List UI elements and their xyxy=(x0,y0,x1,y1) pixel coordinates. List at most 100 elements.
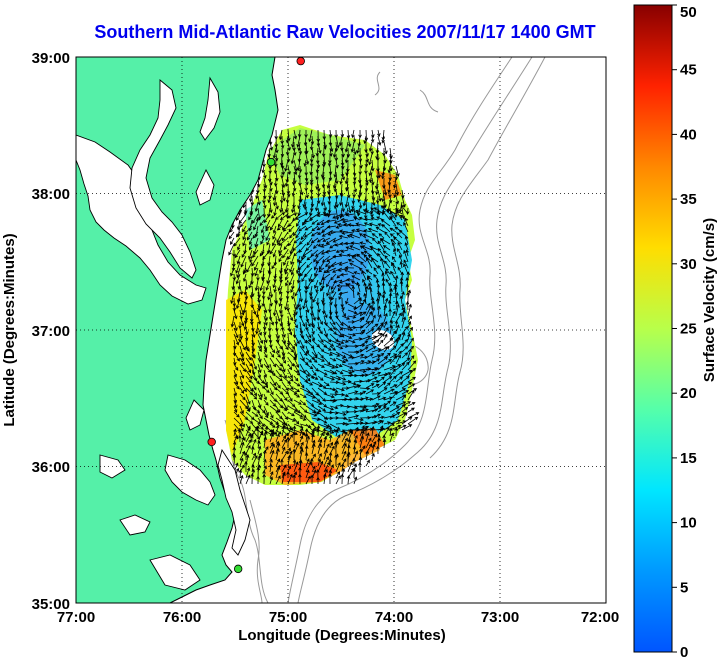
velocity-arrow xyxy=(317,345,325,353)
velocity-arrow xyxy=(330,273,337,281)
velocity-arrow xyxy=(257,303,261,312)
velocity-arrow xyxy=(344,141,349,153)
velocity-arrow xyxy=(262,207,267,219)
velocity-arrow xyxy=(363,222,373,227)
velocity-arrow xyxy=(257,357,263,369)
velocity-arrow xyxy=(395,333,402,341)
velocity-arrow xyxy=(291,177,296,186)
velocity-arrow xyxy=(395,342,404,353)
velocity-arrow xyxy=(295,219,301,227)
velocity-arrow xyxy=(292,459,297,467)
velocity-arrow xyxy=(298,255,307,264)
velocity-arrow xyxy=(245,429,254,437)
velocity-arrow xyxy=(352,457,356,467)
velocity-arrow xyxy=(232,303,237,312)
velocity-arrow xyxy=(299,448,304,461)
velocity-arrow xyxy=(281,189,286,202)
velocity-arrow xyxy=(235,273,241,285)
velocity-arrow xyxy=(259,249,265,257)
velocity-arrow xyxy=(234,249,241,259)
velocity-arrow xyxy=(329,315,336,326)
velocity-arrow xyxy=(241,249,247,258)
velocity-arrow xyxy=(239,339,246,351)
velocity-arrow xyxy=(368,171,373,184)
velocity-arrow xyxy=(390,270,397,281)
velocity-arrow xyxy=(340,473,345,485)
velocity-arrow xyxy=(304,445,309,455)
velocity-arrow xyxy=(263,393,267,401)
velocity-arrow xyxy=(341,315,351,320)
velocity-arrow xyxy=(335,397,348,402)
velocity-arrow xyxy=(233,351,240,362)
velocity-arrow xyxy=(320,219,331,225)
velocity-arrow xyxy=(335,434,341,443)
velocity-arrow xyxy=(251,357,257,370)
velocity-arrow xyxy=(371,433,378,443)
velocity-arrow xyxy=(242,237,247,247)
velocity-arrow xyxy=(313,243,319,249)
velocity-arrow xyxy=(365,383,375,389)
velocity-arrow xyxy=(401,406,409,413)
velocity-arrow xyxy=(341,386,350,390)
velocity-arrow xyxy=(257,430,264,443)
velocity-arrow xyxy=(341,363,354,369)
velocity-arrow xyxy=(340,249,349,253)
velocity-arrow xyxy=(287,369,293,379)
velocity-arrow xyxy=(316,213,325,217)
velocity-arrow xyxy=(316,219,325,226)
velocity-arrow xyxy=(244,452,248,461)
velocity-arrow xyxy=(328,451,333,461)
velocity-arrow xyxy=(389,384,398,389)
velocity-arrow xyxy=(296,297,301,309)
velocity-arrow xyxy=(329,141,334,153)
radar-station-marker xyxy=(296,57,305,66)
velocity-arrow xyxy=(371,367,380,371)
velocity-arrow xyxy=(275,475,281,485)
velocity-arrow xyxy=(389,339,399,347)
velocity-arrow xyxy=(365,310,372,323)
velocity-arrow xyxy=(261,273,265,282)
velocity-arrow xyxy=(347,381,357,386)
velocity-arrow xyxy=(351,201,355,210)
velocity-arrow xyxy=(317,363,325,368)
velocity-arrow xyxy=(239,285,244,296)
velocity-arrow xyxy=(375,195,380,204)
velocity-arrow xyxy=(242,267,247,275)
velocity-arrow xyxy=(263,201,267,209)
velocity-arrow xyxy=(363,229,373,233)
velocity-arrow xyxy=(349,245,361,251)
velocity-arrow xyxy=(262,473,266,485)
velocity-arrow xyxy=(305,363,314,370)
velocity-arrow xyxy=(292,147,297,156)
velocity-arrow xyxy=(364,217,373,222)
velocity-arrow xyxy=(365,397,374,402)
velocity-arrow xyxy=(304,433,309,443)
velocity-arrow xyxy=(293,381,301,387)
velocity-arrow xyxy=(389,345,397,353)
velocity-arrow xyxy=(309,291,314,301)
velocity-arrow xyxy=(389,159,393,172)
velocity-arrow xyxy=(341,369,353,375)
velocity-arrow xyxy=(329,345,337,351)
velocity-arrow xyxy=(299,429,306,436)
velocity-arrow xyxy=(335,471,341,479)
velocity-arrow xyxy=(335,315,344,327)
velocity-arrow xyxy=(275,405,281,413)
velocity-arrow xyxy=(239,363,247,373)
velocity-arrow xyxy=(389,355,398,365)
velocity-arrow xyxy=(250,472,254,485)
velocity-arrow xyxy=(400,204,409,215)
velocity-arrow xyxy=(385,270,391,281)
velocity-arrow xyxy=(305,458,310,467)
velocity-arrow xyxy=(393,285,398,299)
velocity-arrow xyxy=(242,225,247,233)
velocity-arrow xyxy=(395,412,407,419)
velocity-arrow xyxy=(275,309,281,322)
velocity-arrow xyxy=(291,291,295,300)
velocity-arrow xyxy=(357,291,361,299)
velocity-arrow xyxy=(395,362,406,371)
velocity-arrow xyxy=(267,195,271,204)
velocity-arrow xyxy=(395,371,404,377)
velocity-arrow xyxy=(371,413,381,419)
velocity-arrow xyxy=(317,243,325,247)
